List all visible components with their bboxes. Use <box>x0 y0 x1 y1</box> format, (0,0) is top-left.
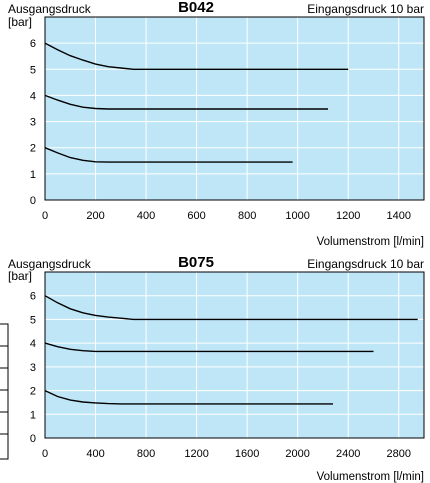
cropped-table-fragment <box>0 323 9 460</box>
chart-b075-x-tick-label: 800 <box>137 448 155 460</box>
chart-b075-y-tick-label: 2 <box>30 386 36 398</box>
chart-b075-y-tick-label: 3 <box>30 362 36 374</box>
chart-b042-x-tick-label: 600 <box>187 210 205 222</box>
chart-b042-y-tick-label: 6 <box>30 38 36 50</box>
chart-b042-x-ticks: 0 200 400 600 800 1000 1200 1400 <box>42 210 411 222</box>
chart-b075-x-tick-label: 1600 <box>235 448 259 460</box>
chart-b075-curve-1 <box>44 295 418 321</box>
chart-b075-ylabel-line1: Ausgangsdruck <box>8 257 92 271</box>
chart-b042-y-ticks: 0 1 2 3 4 5 6 <box>30 38 36 207</box>
chart-b075: Ausgangsdruck [bar] B075 Eingangsdruck 1… <box>8 254 425 483</box>
chart-b042-x-tick-label: 400 <box>137 210 155 222</box>
chart-b042-y-tick-label: 5 <box>30 64 36 76</box>
chart-b042-curves <box>44 42 349 163</box>
chart-b075-y-tick-label: 5 <box>30 314 36 326</box>
chart-b042-ylabel-line1: Ausgangsdruck <box>8 2 92 16</box>
chart-b075-curves <box>44 295 418 405</box>
chart-b042-xlabel: Volumenstrom [l/min] <box>317 236 424 248</box>
chart-b075-plot-area <box>44 271 425 439</box>
chart-b075-xlabel: Volumenstrom [l/min] <box>317 471 424 483</box>
chart-b042-y-tick-label: 0 <box>30 195 36 207</box>
chart-b075-y-tick-label: 1 <box>30 409 36 421</box>
chart-b042-ylabel-line2: [bar] <box>8 15 32 29</box>
chart-b042-input-pressure: Eingangsdruck 10 bar <box>307 2 424 16</box>
chart-b075-x-ticks: 0 400 800 1200 1600 2000 2400 2800 <box>42 448 411 460</box>
chart-b042-x-tick-label: 800 <box>238 210 256 222</box>
chart-b075-grid <box>45 272 424 438</box>
chart-b075-curve-2 <box>44 342 374 353</box>
chart-b075-x-tick-label: 0 <box>42 448 48 460</box>
chart-b075-input-pressure: Eingangsdruck 10 bar <box>307 257 424 271</box>
chart-b075-x-tick-label: 400 <box>86 448 104 460</box>
chart-b042-x-tick-label: 1000 <box>285 210 309 222</box>
chart-b075-y-ticks: 0 1 2 3 4 5 6 <box>30 291 36 445</box>
chart-b075-x-tick-label: 2800 <box>386 448 410 460</box>
chart-b042-y-tick-label: 3 <box>30 117 36 129</box>
chart-b042-curve-2 <box>44 94 328 110</box>
chart-b075-title: B075 <box>178 254 214 271</box>
chart-b042-x-tick-label: 0 <box>42 210 48 222</box>
chart-b075-y-tick-label: 0 <box>30 433 36 445</box>
chart-b042-curve-1 <box>44 42 349 70</box>
chart-b042-x-tick-label: 200 <box>86 210 104 222</box>
chart-b042-title: B042 <box>178 0 214 16</box>
chart-b075-x-tick-label: 2400 <box>336 448 360 460</box>
chart-b042-y-tick-label: 2 <box>30 143 36 155</box>
chart-b075-y-tick-label: 6 <box>30 291 36 303</box>
chart-b042-x-tick-label: 1400 <box>386 210 410 222</box>
chart-b042-y-tick-label: 1 <box>30 169 36 181</box>
chart-b075-ylabel-line2: [bar] <box>8 269 32 283</box>
chart-b042: Ausgangsdruck [bar] B042 Eingangsdruck 1… <box>8 0 425 248</box>
chart-b075-x-tick-label: 2000 <box>285 448 309 460</box>
chart-b042-x-tick-label: 1200 <box>336 210 360 222</box>
chart-b042-curve-3 <box>44 147 293 163</box>
chart-b075-y-tick-label: 4 <box>30 338 36 350</box>
chart-b042-y-tick-label: 4 <box>30 90 36 102</box>
chart-b075-curve-3 <box>44 389 333 405</box>
chart-b075-x-tick-label: 1200 <box>184 448 208 460</box>
